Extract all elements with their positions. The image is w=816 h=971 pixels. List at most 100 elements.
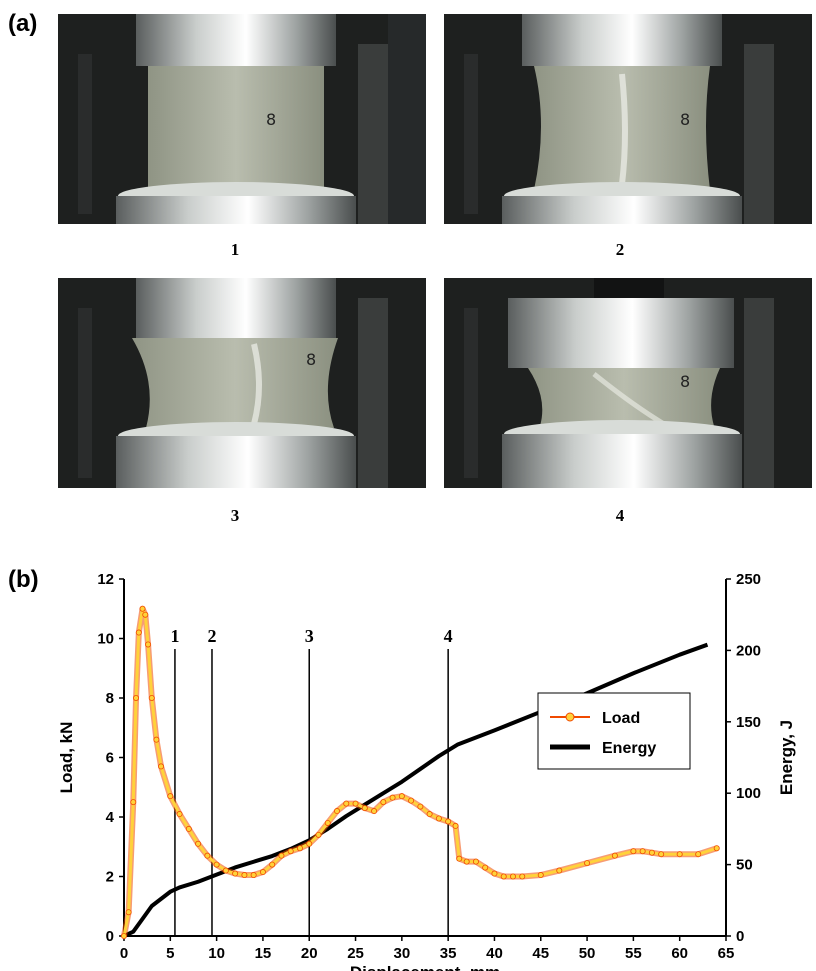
specimen-marker-1: 8: [266, 110, 277, 129]
load-point: [232, 870, 239, 877]
load-point: [371, 808, 378, 815]
y-right-tick-label: 200: [736, 642, 761, 659]
stage-label-3: 3: [305, 626, 314, 646]
energy-series: [123, 642, 709, 938]
load-point: [324, 819, 331, 826]
load-point: [287, 848, 294, 855]
load-point: [296, 845, 303, 852]
load-point: [185, 825, 192, 832]
load-point: [695, 851, 702, 858]
photo-caption-4: 4: [615, 506, 625, 525]
legend-box: [537, 692, 691, 770]
load-point: [158, 763, 165, 770]
legend-load-marker: [565, 712, 575, 722]
load-point: [676, 851, 683, 858]
load-point: [352, 800, 359, 807]
load-point: [278, 852, 285, 859]
load-point: [153, 736, 160, 743]
load-series: [121, 605, 720, 939]
load-point: [639, 848, 646, 855]
load-point: [584, 860, 591, 867]
y-left-tick-label: 8: [106, 690, 114, 707]
photo-caption-3: 3: [230, 506, 240, 525]
load-point: [213, 861, 220, 868]
load-point: [380, 799, 387, 806]
load-point: [713, 845, 720, 852]
load-line: [122, 607, 718, 937]
stage-label-4: 4: [444, 626, 453, 646]
specimen-photo-2-image: [444, 14, 812, 224]
load-energy-chart: 0 5 10 15 20 25 30 35 40 45 50 55 60 6502468101205010…: [57, 571, 796, 971]
y-left-tick-label: 6: [106, 750, 114, 767]
load-point: [648, 849, 655, 856]
y-right-tick-label: 250: [736, 571, 761, 588]
x-tick-label: 40: [486, 945, 503, 962]
y-axis-left-title: Load, kN: [57, 722, 76, 794]
x-tick-label: 15: [255, 945, 272, 962]
load-point: [306, 840, 313, 847]
specimen-photo-4-image: [444, 278, 812, 488]
load-point: [463, 858, 470, 865]
load-point: [361, 805, 368, 812]
load-point: [500, 873, 507, 880]
y-right-tick-label: 0: [736, 928, 744, 945]
y-left-tick-label: 4: [106, 809, 115, 826]
load-point: [315, 831, 322, 838]
specimen-photo-1-image: [58, 14, 426, 224]
load-point: [133, 694, 140, 701]
x-tick-label: 60: [671, 945, 688, 962]
x-tick-label: 5: [166, 945, 174, 962]
x-tick-label: 10: [208, 945, 225, 962]
stage-label-1: 1: [170, 626, 179, 646]
y-right-tick-label: 150: [736, 714, 761, 731]
load-point: [426, 811, 433, 818]
load-point: [121, 932, 128, 939]
specimen-photo-3-image: [58, 278, 426, 488]
panel-a-label: (a): [8, 10, 38, 37]
load-point: [259, 869, 266, 876]
load-point: [658, 851, 665, 858]
specimen-photo-2: 8: [444, 14, 812, 224]
stage-markers: 1 2 3 4: [170, 626, 453, 936]
photo-caption-1: 1: [230, 240, 240, 259]
panel-b-label: (b): [8, 566, 39, 593]
load-point: [167, 793, 174, 800]
specimen-marker-3: 8: [306, 350, 317, 369]
load-point: [142, 611, 149, 618]
load-point: [537, 872, 544, 879]
specimen-photo-3: 8: [58, 278, 426, 488]
load-point: [398, 793, 405, 800]
specimen-marker-2: 8: [680, 110, 691, 129]
load-point: [139, 605, 146, 612]
load-point: [343, 800, 350, 807]
x-tick-label: 20: [301, 945, 318, 962]
load-point: [491, 870, 498, 877]
x-tick-label: 45: [532, 945, 549, 962]
x-tick-label: 50: [579, 945, 596, 962]
y-left-tick-label: 2: [106, 869, 114, 886]
x-tick-label: 25: [347, 945, 364, 962]
y-right-tick-label: 100: [736, 785, 761, 802]
specimen-photo-1: 8: [58, 14, 426, 224]
load-point: [195, 840, 202, 847]
x-axis-title: Displacement, mm: [350, 963, 500, 971]
specimen-photo-4: 8: [444, 278, 812, 488]
load-line-halo: [121, 605, 718, 937]
load-point: [435, 815, 442, 822]
load-point: [519, 873, 526, 880]
load-point: [135, 629, 142, 636]
x-tick-label: 30: [394, 945, 411, 962]
stage-label-2: 2: [207, 626, 216, 646]
y-right-tick-label: 50: [736, 857, 753, 874]
load-point: [417, 803, 424, 810]
y-left-tick-label: 12: [97, 571, 114, 588]
chart-axes: 0 5 10 15 20 25 30 35 40 45 50 55 60 6502468101205010…: [97, 571, 761, 962]
load-point: [222, 867, 229, 874]
load-point: [556, 867, 563, 874]
y-axis-right-title: Energy, J: [777, 720, 796, 795]
legend-load-label: Load: [602, 710, 640, 727]
load-point: [482, 864, 489, 871]
load-point: [334, 808, 341, 815]
load-point: [130, 799, 137, 806]
y-left-tick-label: 0: [106, 928, 114, 945]
